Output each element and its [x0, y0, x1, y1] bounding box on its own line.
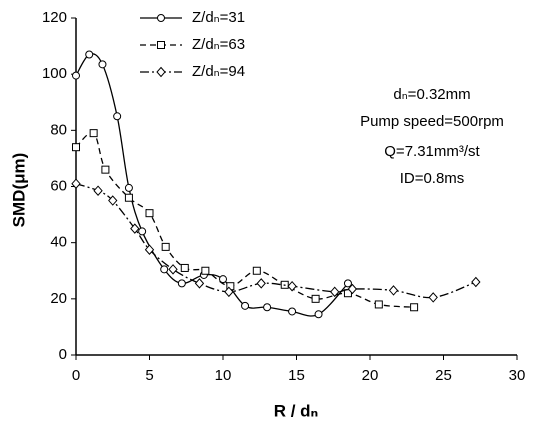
marker: [287, 280, 297, 292]
marker: [130, 223, 140, 234]
marker: [101, 165, 110, 174]
marker: [124, 193, 133, 202]
legend-marker: [157, 41, 165, 49]
marker: [72, 71, 80, 80]
marker: [138, 227, 147, 236]
marker: [124, 183, 133, 192]
marker: [201, 266, 210, 275]
marker: [98, 60, 107, 69]
legend-marker: [157, 14, 165, 22]
marker: [224, 286, 234, 298]
marker: [311, 294, 320, 303]
marker: [343, 279, 352, 288]
marker: [388, 285, 399, 296]
marker: [160, 265, 169, 274]
y-tick-label: 40: [50, 234, 67, 251]
x-tick-label: 20: [362, 367, 379, 384]
marker: [72, 143, 80, 152]
marker: [71, 178, 81, 189]
marker: [252, 266, 261, 275]
legend-label: Z/dₙ=94: [192, 63, 245, 80]
marker: [194, 278, 205, 289]
x-tick-label: 10: [215, 367, 232, 384]
marker: [410, 303, 419, 312]
annotation: Pump speed=500rpm: [360, 113, 504, 130]
marker: [471, 276, 481, 288]
annotation: Q=7.31mm³/st: [384, 143, 480, 160]
marker: [113, 112, 122, 121]
x-tick-label: 0: [72, 367, 80, 384]
marker: [161, 242, 170, 251]
marker: [89, 129, 98, 138]
marker: [144, 244, 155, 255]
marker: [241, 301, 250, 310]
marker: [347, 283, 358, 295]
x-axis-label: R / dₙ: [274, 401, 319, 420]
x-tick-label: 25: [435, 367, 452, 384]
legend-marker: [156, 66, 166, 78]
series-line: [75, 183, 477, 299]
marker: [256, 278, 266, 289]
legend-label: Z/dₙ=31: [192, 9, 245, 26]
marker: [288, 307, 297, 316]
marker: [314, 310, 323, 319]
x-tick-label: 15: [288, 367, 305, 384]
y-tick-label: 0: [59, 346, 67, 363]
annotation: dₙ=0.32mm: [393, 86, 470, 103]
marker: [330, 286, 340, 298]
marker: [85, 50, 94, 59]
marker: [428, 292, 438, 303]
y-axis-label: SMD(μm): [9, 153, 28, 228]
marker: [108, 195, 118, 206]
x-tick-label: 30: [509, 367, 526, 384]
marker: [374, 300, 383, 309]
y-tick-label: 80: [50, 121, 67, 138]
x-tick-label: 5: [145, 367, 153, 384]
legend-label: Z/dₙ=63: [192, 36, 245, 53]
marker: [263, 303, 272, 312]
annotation: ID=0.8ms: [400, 170, 465, 187]
marker: [177, 279, 186, 288]
marker: [219, 275, 227, 284]
marker: [180, 263, 189, 272]
marker: [93, 185, 103, 196]
y-tick-label: 60: [50, 177, 67, 194]
marker: [168, 264, 178, 275]
marker: [145, 209, 154, 218]
y-tick-label: 100: [42, 65, 67, 82]
y-tick-label: 120: [42, 9, 67, 26]
y-tick-label: 20: [50, 290, 67, 307]
series-line: [75, 131, 415, 308]
